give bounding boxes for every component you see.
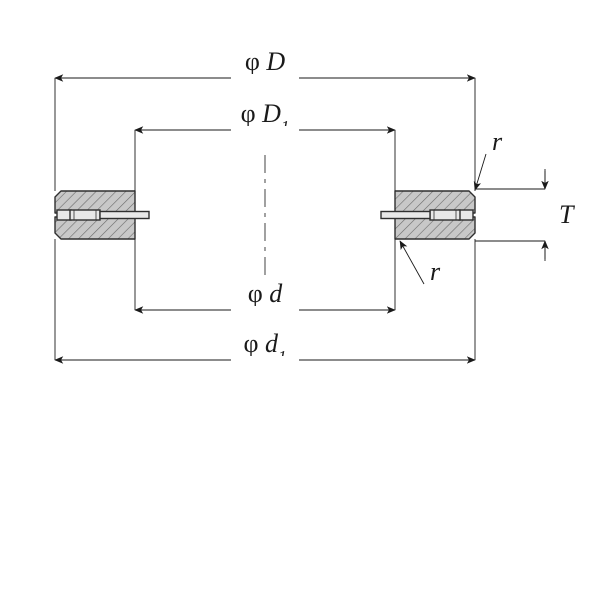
cage-left-tab-outer [57,210,71,220]
svg-text:φ d: φ d [248,279,284,308]
dim-T-label: T [559,200,575,229]
dim-phi-d-label: φ d [248,279,284,308]
dim-r-top-label: r [492,127,503,156]
cage-right-tab-outer [459,210,473,220]
cage-left-roller [70,210,100,220]
dim-phi-d1-mask [231,356,299,364]
dim-phi-D-label: φ D [245,47,286,76]
dim-r-top [475,154,486,190]
cage-left-body [100,212,149,219]
svg-text:φ D: φ D [245,47,286,76]
dim-phi-D1-mask [231,126,299,134]
bearing-cross-section-diagram: φ Dφ D1φ dφ d1Trr [0,0,600,600]
cage-right-body [381,212,430,219]
cage-right-roller [430,210,460,220]
dim-phi-D-mask [231,74,299,82]
dim-phi-d-mask [231,306,299,314]
dim-r-bottom [400,241,424,284]
dim-r-bottom-label: r [430,257,441,286]
